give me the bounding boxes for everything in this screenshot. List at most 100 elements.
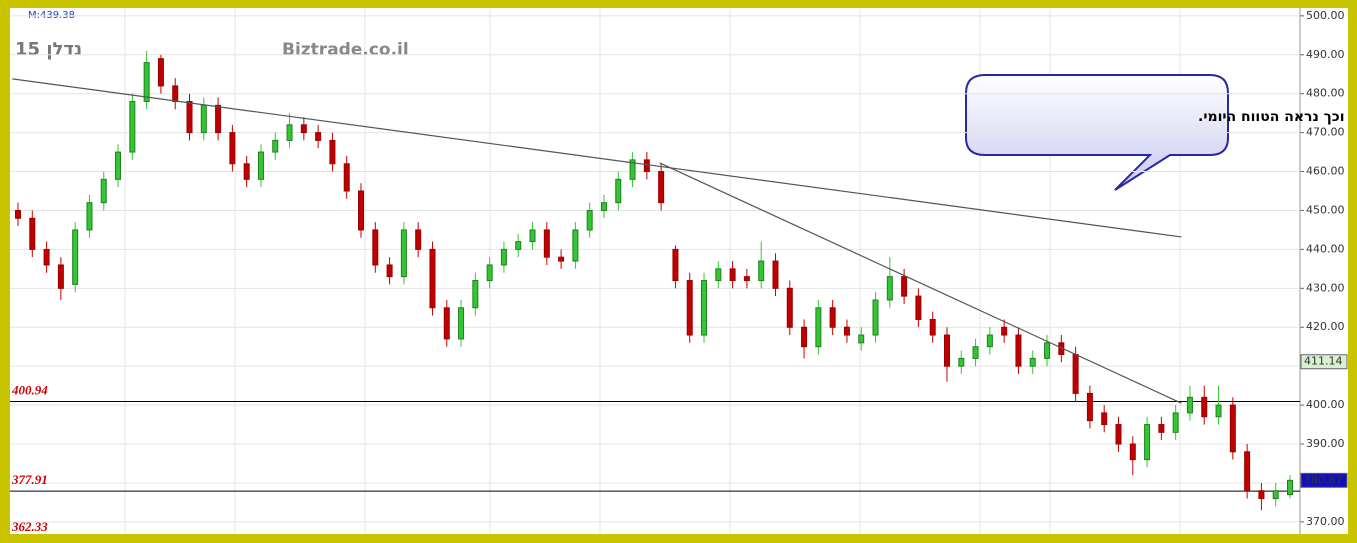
candle-body: [786, 287, 793, 328]
candle-body: [1158, 424, 1165, 433]
candle-body: [157, 58, 164, 87]
level-label: 362.33: [11, 519, 48, 534]
candle-body: [958, 357, 965, 367]
candle-body: [243, 163, 250, 180]
price-tag: [1300, 472, 1348, 488]
candle-body: [872, 299, 879, 336]
candle-body: [300, 124, 307, 134]
candle-body: [515, 241, 522, 250]
candle-body: [815, 307, 822, 348]
candle-body: [1201, 396, 1208, 418]
y-tick-label: 420.00: [1306, 320, 1345, 333]
candle-body: [943, 334, 950, 367]
candle-body: [143, 62, 150, 102]
candle-body: [458, 307, 465, 340]
candle-body: [658, 171, 665, 204]
candle-body: [772, 260, 779, 289]
candle-body: [1172, 412, 1179, 433]
candle-body: [701, 280, 708, 336]
candle-body: [486, 264, 493, 282]
candle-body: [100, 178, 107, 204]
candle-body: [729, 268, 736, 282]
candle-body: [629, 159, 636, 180]
level-label: 377.91: [11, 472, 48, 487]
candle-body: [215, 104, 222, 134]
candle-body: [1272, 490, 1279, 500]
candle-body: [358, 190, 365, 231]
candle-body: [1101, 412, 1108, 426]
candle-body: [829, 307, 836, 328]
candle-body: [472, 280, 479, 309]
candle-body: [329, 139, 336, 165]
y-tick-label: 470.00: [1306, 126, 1345, 139]
candle-body: [86, 202, 93, 231]
y-tick-label: 480.00: [1306, 87, 1345, 100]
candle-body: [57, 264, 64, 289]
candle-body: [1144, 424, 1151, 461]
chart-title: נדלן 15: [15, 39, 82, 60]
candle-body: [929, 318, 936, 336]
y-tick-label: 390.00: [1306, 437, 1345, 450]
candle-body: [715, 268, 722, 282]
y-tick-label: 440.00: [1306, 242, 1345, 255]
watermark: Biztrade.co.il: [282, 40, 409, 60]
price-tag-label: 380.67: [1304, 473, 1343, 486]
candle-body: [443, 307, 450, 340]
candle-body: [743, 276, 750, 282]
y-tick-label: 450.00: [1306, 203, 1345, 216]
candle-body: [200, 104, 207, 134]
candle-body: [643, 159, 650, 173]
candle-body: [72, 229, 79, 285]
candle-body: [186, 100, 193, 134]
trend-line: [12, 78, 1182, 238]
level-label: 400.94: [11, 382, 48, 397]
candle-body: [1086, 392, 1093, 422]
candle-body: [286, 124, 293, 141]
candle-body: [1186, 396, 1193, 414]
y-tick-label: 490.00: [1306, 48, 1345, 61]
candle-body: [529, 229, 536, 243]
candle-body: [615, 178, 622, 204]
candle-body: [1258, 490, 1265, 500]
candle-body: [1287, 479, 1293, 496]
candle-body: [801, 326, 808, 348]
candle-body: [372, 229, 379, 266]
candle-body: [1115, 424, 1122, 445]
candle-body: [558, 256, 565, 262]
candle-body: [1015, 334, 1022, 367]
candle-body: [115, 151, 122, 180]
candle-body: [272, 139, 279, 153]
candle-body: [29, 217, 36, 250]
candle-body: [986, 334, 993, 348]
y-tick-label: 370.00: [1306, 515, 1345, 528]
candle-body: [1229, 404, 1236, 453]
y-tick-label: 430.00: [1306, 281, 1345, 294]
price-tag: [1300, 354, 1348, 370]
y-tick-label: 400.00: [1306, 398, 1345, 411]
candle-body: [915, 295, 922, 320]
candle-body: [400, 229, 407, 278]
y-tick-label: 460.00: [1306, 165, 1345, 178]
candle-body: [901, 276, 908, 297]
candle-body: [858, 334, 865, 344]
candle-body: [586, 209, 593, 231]
candle-body: [172, 85, 179, 102]
candle-body: [843, 326, 850, 336]
candle-body: [315, 132, 322, 141]
y-tick-label: 500.00: [1306, 9, 1345, 22]
candle-body: [572, 229, 579, 262]
candle-body: [758, 260, 765, 282]
candle-body: [343, 163, 350, 192]
candle-body: [543, 229, 550, 258]
candle-body: [415, 229, 422, 250]
candle-body: [686, 280, 693, 336]
candle-body: [1001, 326, 1008, 336]
candle-body: [972, 346, 979, 359]
candle-body: [672, 248, 679, 282]
callout-text: וכך נראה הטווח היומי.: [1198, 109, 1345, 125]
trend-line: [659, 162, 1182, 404]
candle-body: [886, 276, 893, 301]
candle-body: [429, 248, 436, 309]
price-tag-label: 411.14: [1304, 355, 1343, 368]
